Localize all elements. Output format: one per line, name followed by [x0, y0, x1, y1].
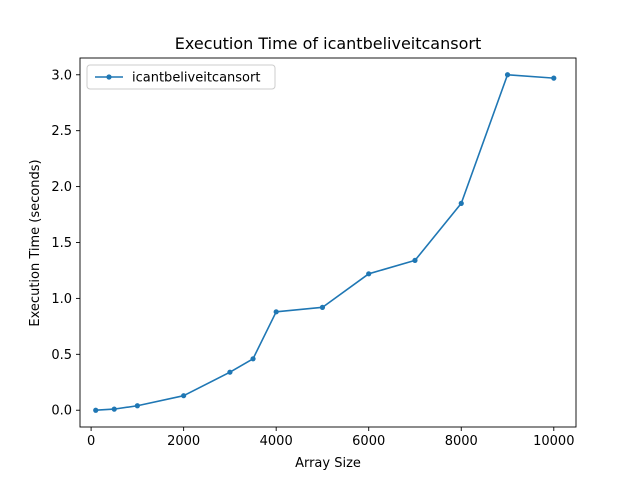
data-point: [551, 75, 557, 81]
legend-label: icantbeliveitcansort: [132, 71, 260, 86]
y-tick-label: 2.0: [51, 180, 72, 195]
x-axis-label: Array Size: [295, 456, 361, 471]
y-tick-label: 1.5: [51, 236, 72, 251]
y-tick-label: 3.0: [51, 68, 72, 83]
x-tick-label: 8000: [445, 434, 478, 449]
x-tick-label: 6000: [352, 434, 385, 449]
chart-title: Execution Time of icantbeliveitcansort: [175, 34, 481, 53]
y-tick-label: 0.0: [51, 404, 72, 419]
legend-box: [86, 64, 276, 90]
y-axis-label: Execution Time (seconds): [28, 159, 43, 326]
data-point: [412, 257, 418, 263]
legend-marker-swatch: [106, 74, 112, 80]
data-point: [181, 393, 187, 399]
y-tick-label: 0.5: [51, 348, 72, 363]
data-point: [458, 200, 464, 206]
legend: icantbeliveitcansort: [86, 64, 276, 90]
x-tick-label: 2000: [167, 434, 200, 449]
data-point: [273, 309, 279, 315]
data-point: [250, 356, 256, 362]
data-point: [366, 271, 372, 277]
data-point: [227, 369, 233, 375]
plot-area: 0 2000 4000 6000 8000 10000 0.0 0.5 1.0 1.5 2.0 2.5…: [51, 57, 577, 449]
data-point: [111, 406, 117, 412]
data-point: [319, 304, 326, 310]
y-tick-label: 2.5: [51, 124, 72, 139]
data-point: [134, 403, 140, 409]
x-tick-label: 4000: [260, 434, 293, 449]
x-tick-label: 0: [87, 434, 95, 449]
y-tick-label: 1.0: [51, 292, 72, 307]
x-tick-label: 10000: [533, 434, 574, 449]
data-point: [504, 72, 511, 78]
data-point: [93, 407, 99, 413]
